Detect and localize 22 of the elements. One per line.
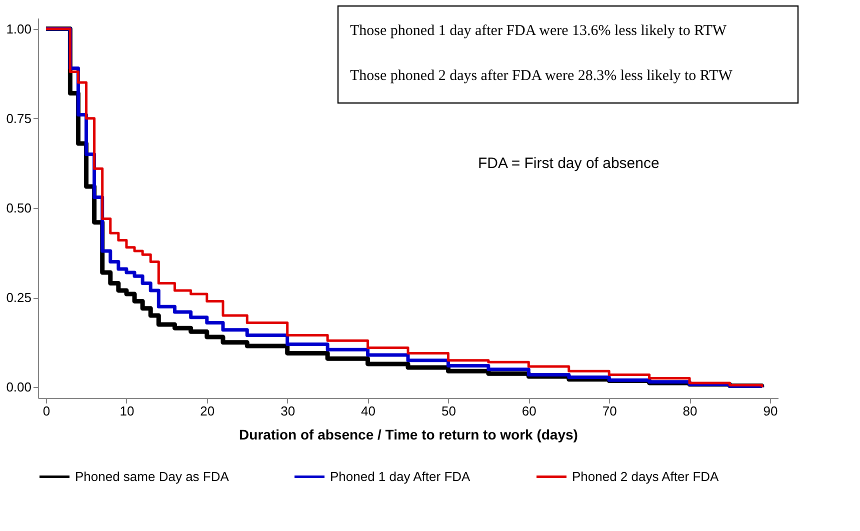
y-tick-label: 1.00 (6, 21, 32, 36)
x-tick-label: 40 (361, 404, 376, 418)
x-tick-label: 60 (522, 404, 536, 418)
legend-label: Phoned same Day as FDA (75, 468, 230, 484)
y-tick-label: 0.75 (6, 110, 32, 126)
x-tick-label: 80 (682, 404, 698, 418)
x-tick-label: 90 (763, 404, 778, 418)
x-tick-label: 30 (280, 404, 296, 418)
annotation: Those phoned 1 day after FDA were 13.6% less likely to RTW (350, 23, 728, 39)
y-tick-label: 0.25 (6, 290, 32, 306)
x-tick-label: 70 (602, 404, 617, 418)
x-tick-label: 0 (42, 404, 50, 418)
x-tick-label: 20 (200, 404, 215, 418)
annotation: Those phoned 2 days after FDA were 28.3% less likely to RTW (350, 68, 734, 84)
legend-label: Phoned 2 days After FDA (572, 468, 720, 484)
x-axis-title: Duration of absence / Time to return to work (days) (239, 426, 578, 442)
y-tick-label: 0.00 (6, 380, 32, 395)
annotation: FDA = First day of absence (478, 155, 660, 172)
x-tick-label: 10 (120, 404, 134, 418)
x-tick-label: 50 (441, 404, 456, 418)
legend-label: Phoned 1 day After FDA (330, 468, 471, 484)
y-tick-label: 0.50 (6, 200, 32, 216)
